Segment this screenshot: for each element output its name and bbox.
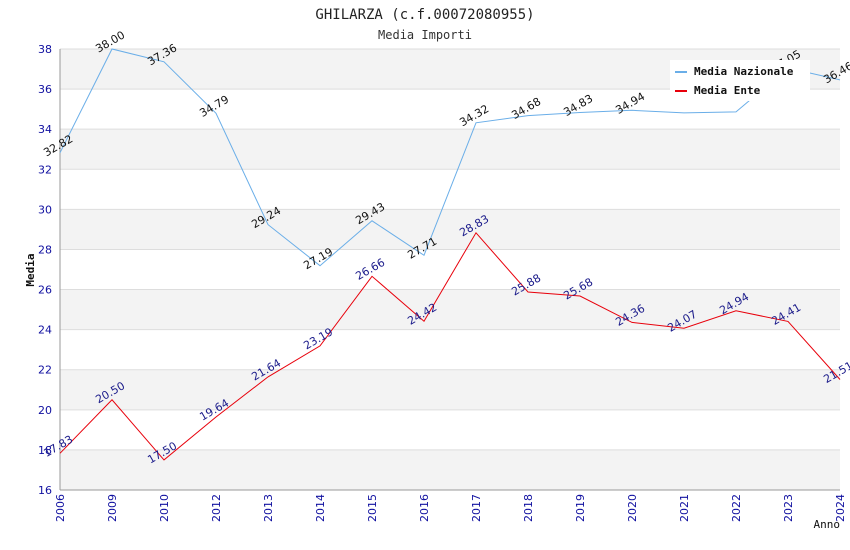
x-tick-label: 2021 (678, 494, 691, 522)
chart-subtitle: Media Importi (378, 28, 472, 42)
x-tick-label: 2014 (314, 494, 327, 522)
y-tick-label: 24 (38, 324, 52, 337)
x-axis-label: Anno (814, 518, 841, 531)
y-tick-label: 34 (38, 123, 52, 136)
x-tick-label: 2013 (262, 494, 275, 522)
y-tick-label: 18 (38, 444, 52, 457)
background-band (60, 129, 840, 170)
data-label: 34.79 (197, 93, 231, 120)
x-tick-labels: 2006 2009 2010 2012 2013 2014 2015 2016 2017 2018… (54, 494, 847, 522)
data-label: 34.83 (561, 92, 595, 119)
x-tick-label: 2018 (522, 494, 535, 522)
legend-label-ente: Media Ente (694, 84, 761, 97)
data-label: 34.68 (509, 95, 543, 122)
x-tick-label: 2017 (470, 494, 483, 522)
legend-label-nazionale: Media Nazionale (694, 65, 794, 78)
series-line-media-nazionale (59, 48, 841, 267)
y-tick-label: 16 (38, 484, 52, 497)
y-tick-label: 26 (38, 284, 52, 297)
y-tick-label: 28 (38, 243, 52, 256)
y-tick-label: 32 (38, 163, 52, 176)
x-tick-label: 2009 (106, 494, 119, 522)
y-tick-label: 38 (38, 43, 52, 56)
y-tick-label: 20 (38, 404, 52, 417)
legend-box (670, 60, 810, 101)
chart-title: GHILARZA (c.f.00072080955) (315, 7, 534, 23)
y-tick-label: 22 (38, 364, 52, 377)
background-bands (60, 49, 840, 490)
gridlines (60, 48, 840, 491)
y-tick-labels: 16 18 20 22 24 26 28 30 32 34 36 38 (38, 43, 52, 497)
background-band (60, 369, 840, 410)
background-band (60, 289, 840, 330)
series-line-media-ente (59, 231, 841, 461)
x-tick-label: 2024 (834, 494, 847, 522)
x-tick-label: 2022 (730, 494, 743, 522)
y-tick-label: 30 (38, 203, 52, 216)
data-label: 34.94 (613, 90, 647, 117)
x-tick-label: 2016 (418, 494, 431, 522)
x-tick-label: 2006 (54, 494, 67, 522)
x-tick-label: 2015 (366, 494, 379, 522)
y-axis-label: Media (24, 253, 37, 286)
background-band (60, 209, 840, 250)
x-tick-label: 2023 (782, 494, 795, 522)
y-tick-label: 36 (38, 83, 52, 96)
x-tick-label: 2012 (210, 494, 223, 522)
x-tick-label: 2020 (626, 494, 639, 522)
data-label: 34.32 (457, 102, 491, 129)
x-tick-label: 2010 (158, 494, 171, 522)
legend: Media Nazionale Media Ente (670, 60, 810, 101)
x-tick-label: 2019 (574, 494, 587, 522)
series-lines (59, 48, 841, 461)
background-band (60, 449, 840, 490)
